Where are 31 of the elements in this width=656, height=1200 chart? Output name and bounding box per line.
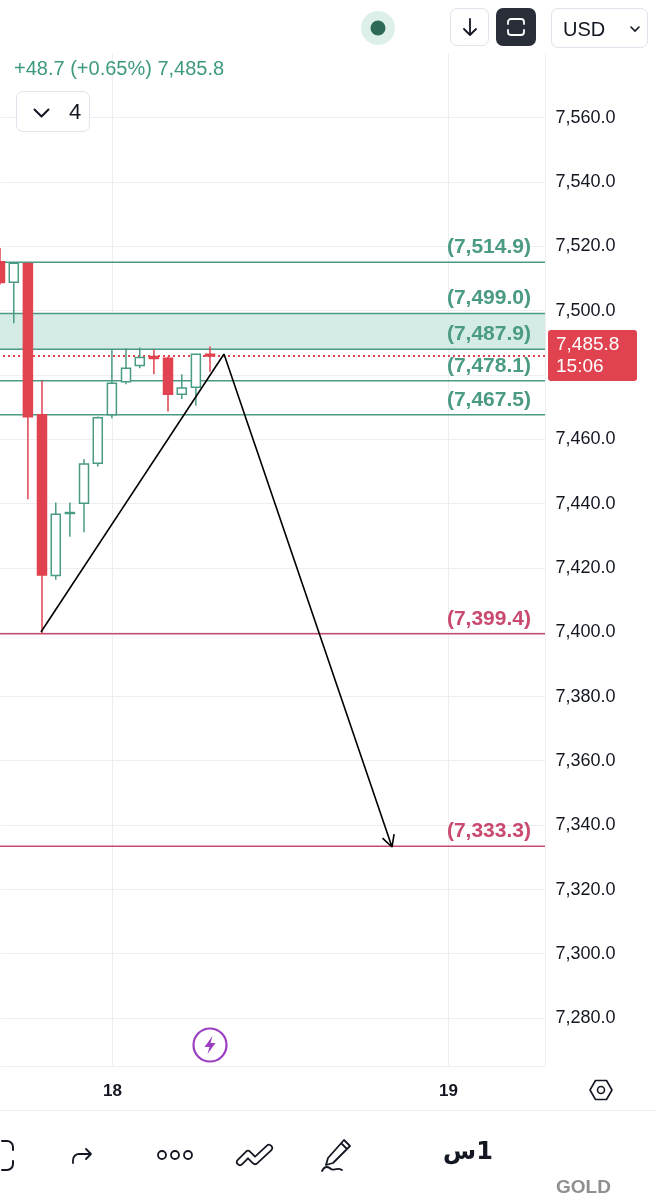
annotation: 4 xyxy=(69,99,82,125)
ref-line-label: (7,514.9) xyxy=(446,234,531,258)
ref-line-label: (7,499.0) xyxy=(446,285,531,309)
chart-subtitle: +48.7 (+0.65%) 7,485.8 xyxy=(14,57,225,79)
y-tick-label: 7,300.0 xyxy=(555,942,616,963)
dropdown: 4 xyxy=(16,91,90,132)
y-tick-label: 7,420.0 xyxy=(555,557,616,578)
text: 1س xyxy=(442,1137,494,1165)
y-tick-label: 7,500.0 xyxy=(555,299,616,320)
y-tick-label: 7,280.0 xyxy=(555,1007,616,1028)
y-tick-label: 7,560.0 xyxy=(555,106,616,127)
y-tick-label: 7,320.0 xyxy=(555,878,616,899)
y-tick-label: 7,540.0 xyxy=(555,171,616,192)
ref-line-label: (7,487.9) xyxy=(446,321,531,345)
ref-line-label: (7,399.4) xyxy=(446,605,531,629)
ref-line-label: (7,333.3) xyxy=(446,818,531,842)
ref-line-label: (7,467.5) xyxy=(446,386,531,410)
ref-line-label: 7,485.8 15:06 xyxy=(556,332,621,377)
x-tick-label: 18 xyxy=(102,1080,122,1100)
x-tick-label: 19 xyxy=(438,1080,458,1100)
text: GOLD xyxy=(556,1176,611,1198)
y-tick-label: 7,400.0 xyxy=(555,621,616,642)
y-tick-label: 7,360.0 xyxy=(555,749,616,770)
price-tag: 7,485.8 15:06 xyxy=(548,329,637,381)
ref-line-label: (7,478.1) xyxy=(446,352,531,376)
y-tick-label: 7,440.0 xyxy=(555,492,616,513)
y-tick-label: 7,340.0 xyxy=(555,814,616,835)
y-tick-label: 7,380.0 xyxy=(555,685,616,706)
y-tick-label: 7,520.0 xyxy=(555,235,616,256)
y-tick-label: 7,460.0 xyxy=(555,428,616,449)
dropdown: USD xyxy=(551,8,648,48)
